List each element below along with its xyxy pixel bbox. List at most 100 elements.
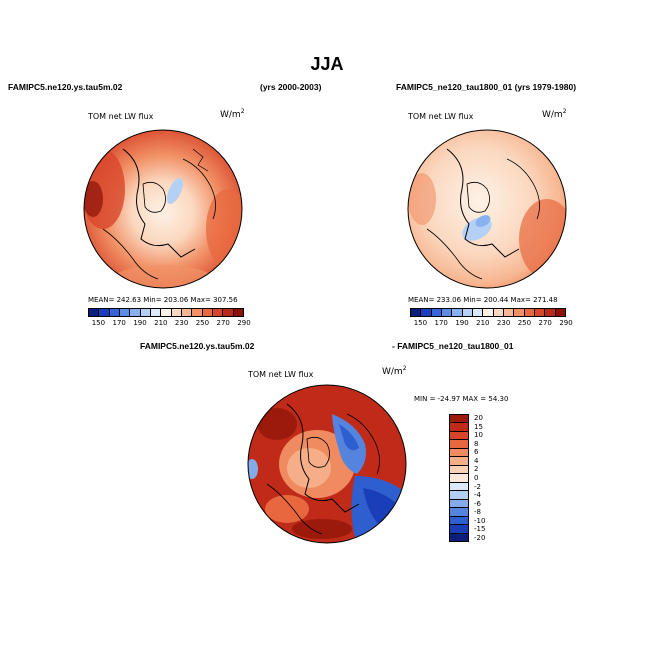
right-colorbar: [410, 308, 566, 317]
colorbar-swatch: [545, 309, 556, 316]
colorbar-swatch: [130, 309, 141, 316]
colorbar-tick-label: 150: [91, 319, 106, 327]
colorbar-tick-label: 230: [174, 319, 189, 327]
colorbar-tick-label: 8: [474, 439, 479, 448]
right-units-label: W/m2: [542, 108, 567, 120]
diff-variable-label: TOM net LW flux: [248, 370, 314, 379]
left-years-label: (yrs 2000-2003): [260, 82, 322, 92]
colorbar-swatch: [150, 309, 162, 316]
colorbar-swatch: [503, 309, 515, 316]
right-stats: MEAN= 233.06 Min= 200.44 Max= 271.48: [408, 296, 558, 304]
colorbar-swatch: [472, 309, 484, 316]
colorbar-swatch: [181, 309, 193, 316]
colorbar-tick-label: -15: [474, 525, 486, 534]
colorbar-swatch: [534, 309, 546, 316]
diff-stats: MIN = -24.97 MAX = 54.30: [414, 395, 509, 403]
colorbar-tick-label: 290: [237, 319, 251, 327]
colorbar-swatch: [450, 525, 468, 534]
left-stats: MEAN= 242.63 Min= 203.06 Max= 307.56: [88, 296, 238, 304]
colorbar-swatch: [450, 491, 468, 500]
colorbar-swatch: [119, 309, 131, 316]
colorbar-swatch: [450, 508, 468, 517]
figure-title: JJA: [310, 54, 344, 74]
colorbar-swatch: [450, 465, 468, 475]
left-colorbar: [88, 308, 244, 317]
colorbar-swatch: [223, 309, 234, 316]
colorbar-swatch: [450, 516, 468, 526]
colorbar-tick-label: 170: [112, 319, 126, 327]
colorbar-swatch: [109, 309, 120, 316]
colorbar-tick-label: 190: [455, 319, 469, 327]
colorbar-tick-label: 230: [496, 319, 511, 327]
right-variable-label: TOM net LW flux: [408, 112, 474, 121]
colorbar-swatch: [441, 309, 453, 316]
colorbar-tick-label: 190: [133, 319, 147, 327]
colorbar-tick-label: -2: [474, 482, 481, 491]
colorbar-swatch: [450, 423, 468, 432]
colorbar-swatch: [462, 309, 473, 316]
colorbar-swatch: [452, 309, 463, 316]
colorbar-swatch: [140, 309, 151, 316]
colorbar-swatch: [450, 448, 468, 458]
left-colorbar-ticks: 150 170 190 210 230 250 270 290: [88, 319, 251, 329]
colorbar-swatch: [450, 457, 468, 466]
colorbar-tick-label: -8: [474, 508, 481, 517]
colorbar-tick-label: -4: [474, 491, 481, 500]
colorbar-swatch: [493, 309, 504, 316]
diff-case-title-b: - FAMIPC5_ne120_tau1800_01: [392, 341, 514, 351]
colorbar-tick-label: 170: [434, 319, 448, 327]
colorbar-swatch: [192, 309, 203, 316]
colorbar-swatch: [431, 309, 442, 316]
colorbar-tick-label: -20: [474, 533, 486, 542]
diff-polar-map: [247, 384, 407, 544]
colorbar-tick-label: 0: [474, 474, 479, 482]
colorbar-tick-label: 270: [216, 319, 230, 327]
colorbar-swatch: [99, 309, 110, 316]
colorbar-swatch: [514, 309, 525, 316]
colorbar-swatch: [421, 309, 432, 316]
colorbar-swatch: [171, 309, 182, 316]
colorbar-tick-label: 250: [195, 319, 210, 327]
colorbar-swatch: [450, 499, 468, 509]
colorbar-swatch: [161, 309, 172, 316]
colorbar-tick-label: 4: [474, 456, 479, 465]
colorbar-swatch: [411, 309, 422, 316]
diff-colorbar-ticks: 20 15 10 8 6 4 2 0 -2 -4 -6 -8 -10 -15 -20: [474, 414, 504, 542]
colorbar-tick-label: 150: [413, 319, 428, 327]
colorbar-swatch: [450, 440, 468, 449]
colorbar-tick-label: 250: [517, 319, 532, 327]
colorbar-swatch: [450, 431, 468, 441]
colorbar-tick-label: 210: [476, 319, 490, 327]
colorbar-swatch: [524, 309, 535, 316]
colorbar-tick-label: -10: [474, 516, 486, 525]
colorbar-swatch: [450, 474, 468, 483]
diff-colorbar: [449, 414, 469, 542]
colorbar-swatch: [483, 309, 494, 316]
colorbar-swatch: [89, 309, 100, 316]
colorbar-swatch: [233, 309, 243, 316]
right-case-title: FAMIPC5_ne120_tau1800_01 (yrs 1979-1980): [396, 82, 577, 92]
colorbar-tick-label: 15: [474, 422, 483, 431]
right-colorbar-ticks: 150 170 190 210 230 250 270 290: [410, 319, 573, 329]
diff-case-title-a: FAMIPC5.ne120.ys.tau5m.02: [140, 341, 255, 351]
colorbar-tick-label: 290: [559, 319, 573, 327]
left-variable-label: TOM net LW flux: [88, 112, 154, 121]
colorbar-swatch: [202, 309, 213, 316]
left-units-label: W/m2: [220, 108, 245, 120]
colorbar-tick-label: 10: [474, 431, 483, 440]
colorbar-swatch: [450, 415, 468, 424]
colorbar-tick-label: 270: [538, 319, 552, 327]
colorbar-tick-label: 2: [474, 465, 479, 474]
colorbar-tick-label: -6: [474, 499, 481, 508]
colorbar-tick-label: 6: [474, 448, 479, 457]
colorbar-swatch: [450, 482, 468, 492]
diff-units-label: W/m2: [382, 365, 407, 377]
left-case-title: FAMIPC5.ne120.ys.tau5m.02: [8, 82, 123, 92]
colorbar-swatch: [450, 533, 468, 542]
colorbar-swatch: [212, 309, 224, 316]
colorbar-tick-label: 20: [474, 414, 483, 423]
left-polar-map: [83, 129, 243, 289]
colorbar-tick-label: 210: [154, 319, 168, 327]
colorbar-swatch: [555, 309, 565, 316]
right-polar-map: [407, 129, 567, 289]
